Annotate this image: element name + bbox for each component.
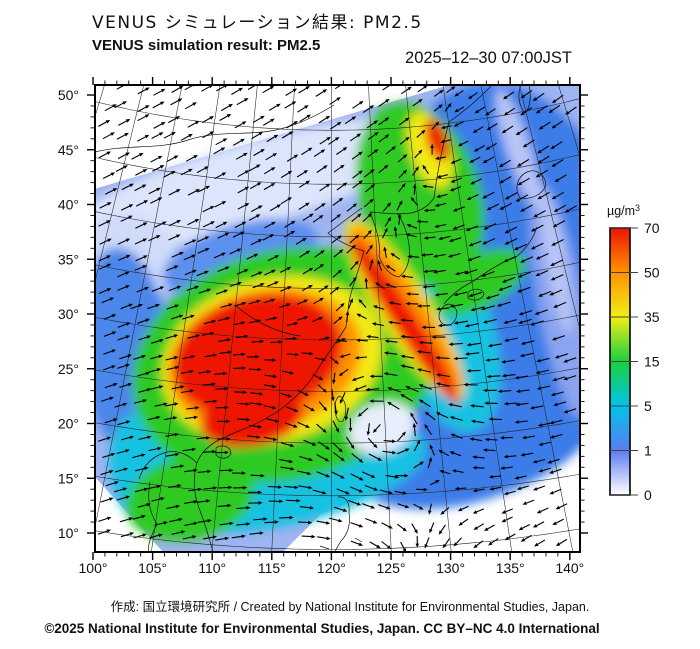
page-title-english: VENUS simulation result: PM2.5 xyxy=(92,37,321,54)
colorbar-unit-label: µg/m3 xyxy=(607,203,640,218)
pm25-region-white-typhoon-eye xyxy=(348,401,416,455)
axis-ticks xyxy=(87,77,588,560)
lon-tick-label: 135° xyxy=(496,560,525,576)
attribution-line: 作成: 国立環境研究所 / Created by National Instit… xyxy=(110,600,590,614)
lat-tick-label: 25° xyxy=(58,361,79,377)
pm25-region-red-core xyxy=(173,293,343,419)
lon-tick-label: 110° xyxy=(198,560,226,576)
lat-tick-label: 50° xyxy=(58,87,79,103)
pm25-region-pale-streak-ne1 xyxy=(495,88,541,208)
lon-tick-label: 115° xyxy=(258,560,286,576)
pm25-region-green-japan xyxy=(430,248,526,316)
lon-tick-label: 125° xyxy=(377,560,406,576)
lat-tick-label: 40° xyxy=(58,197,79,213)
lat-tick-label: 45° xyxy=(58,142,79,158)
colorbar-tick-label: 15 xyxy=(644,354,660,370)
axis-labels: 100° 105° 110° 115° 120° 125° 130° 135° 140° 50° 4… xyxy=(58,87,584,576)
lat-tick-label: 15° xyxy=(58,470,79,486)
pm25-region-red-ne-patch xyxy=(424,119,450,161)
wind-arrows-layer xyxy=(97,85,577,552)
copyright-line: ©2025 National Institute for Environment… xyxy=(44,621,600,636)
colorbar-tick-label: 50 xyxy=(644,265,660,281)
colorbar-tick-label: 35 xyxy=(644,309,660,325)
lat-tick-label: 30° xyxy=(58,306,79,322)
lat-tick-label: 10° xyxy=(58,525,79,541)
map-frame xyxy=(94,84,581,553)
lon-tick-label: 120° xyxy=(317,560,346,576)
colorbar-tick-label: 0 xyxy=(644,487,652,503)
colorbar: 70 50 35 15 5 1 0 µg/m3 xyxy=(607,203,660,503)
timestamp: 2025–12–30 07:00JST xyxy=(405,49,572,67)
lat-tick-label: 20° xyxy=(58,416,79,432)
colorbar-tick-label: 1 xyxy=(644,443,652,459)
pm25-region-pale-north-band xyxy=(95,116,443,254)
map-content xyxy=(95,85,580,552)
pm25-region-pale-streak-ne2 xyxy=(540,191,572,333)
lat-tick-label: 35° xyxy=(58,251,79,267)
lon-tick-label: 100° xyxy=(79,560,108,576)
page-title-japanese: VENUS シミュレーション結果: PM2.5 xyxy=(92,13,423,33)
pm25-region-green-south xyxy=(125,454,255,542)
colorbar-tick-label: 5 xyxy=(644,398,652,414)
colorbar-tick-label: 70 xyxy=(644,220,660,236)
lon-tick-label: 140° xyxy=(555,560,584,576)
lon-tick-label: 130° xyxy=(436,560,465,576)
lon-tick-label: 105° xyxy=(138,560,167,576)
graticule-layer xyxy=(95,85,580,552)
